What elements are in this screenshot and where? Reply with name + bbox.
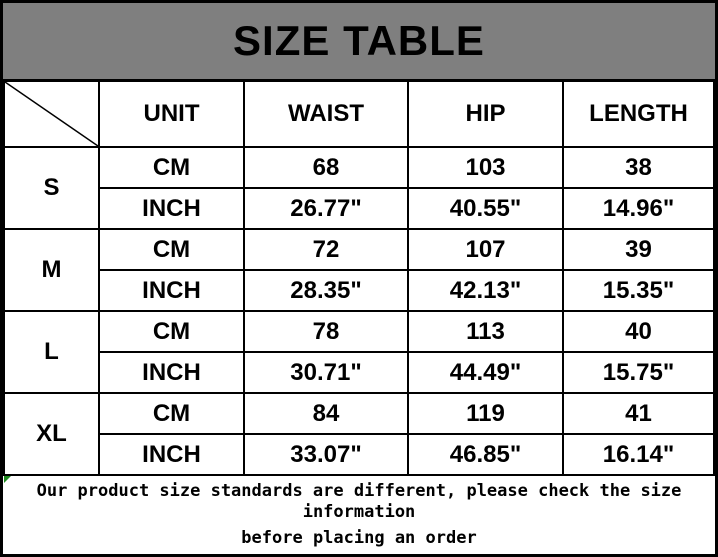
size-label-xl: XL <box>3 392 100 476</box>
value-l-inch-waist: 30.71" <box>243 351 409 394</box>
row-xl-inch: INCH 33.07" 46.85" 16.14" <box>4 433 715 476</box>
row-m-inch: INCH 28.35" 42.13" 15.35" <box>4 269 715 312</box>
value-m-cm-hip: 107 <box>407 228 564 271</box>
row-l-inch: INCH 30.71" 44.49" 15.75" <box>4 351 715 394</box>
column-header-hip: HIP <box>407 80 564 148</box>
title-band: SIZE TABLE <box>3 3 715 80</box>
value-l-cm-hip: 113 <box>407 310 564 353</box>
value-l-inch-length: 15.75" <box>562 351 715 394</box>
value-xl-inch-hip: 46.85" <box>407 433 564 476</box>
column-header-waist: WAIST <box>243 80 409 148</box>
value-xl-cm-length: 41 <box>562 392 715 435</box>
row-m-cm: M CM 72 107 39 <box>3 228 715 312</box>
row-s-inch: INCH 26.77" 40.55" 14.96" <box>4 187 715 230</box>
size-label-m: M <box>3 228 100 312</box>
value-l-cm-length: 40 <box>562 310 715 353</box>
value-xl-inch-length: 16.14" <box>562 433 715 476</box>
value-s-inch-hip: 40.55" <box>407 187 564 230</box>
value-m-inch-hip: 42.13" <box>407 269 564 312</box>
cell-corner-marker-icon <box>4 476 11 483</box>
column-header-length: LENGTH <box>562 80 715 148</box>
value-s-cm-waist: 68 <box>243 146 409 189</box>
value-l-cm-waist: 78 <box>243 310 409 353</box>
row-s-cm: S CM 68 103 38 <box>3 146 715 230</box>
unit-label-cm: CM <box>98 310 245 353</box>
unit-label-cm: CM <box>98 146 245 189</box>
unit-label-inch: INCH <box>98 269 245 312</box>
value-m-inch-length: 15.35" <box>562 269 715 312</box>
value-xl-cm-hip: 119 <box>407 392 564 435</box>
unit-label-inch: INCH <box>98 433 245 476</box>
unit-label-cm: CM <box>98 392 245 435</box>
footer-note-line1: Our product size standards are different… <box>36 480 682 522</box>
unit-label-inch: INCH <box>98 351 245 394</box>
value-l-inch-hip: 44.49" <box>407 351 564 394</box>
row-xl-cm: XL CM 84 119 41 <box>3 392 715 476</box>
value-m-cm-length: 39 <box>562 228 715 271</box>
value-xl-inch-waist: 33.07" <box>243 433 409 476</box>
value-s-inch-waist: 26.77" <box>243 187 409 230</box>
value-s-inch-length: 14.96" <box>562 187 715 230</box>
row-l-cm: L CM 78 113 40 <box>3 310 715 394</box>
value-m-cm-waist: 72 <box>243 228 409 271</box>
value-m-inch-waist: 28.35" <box>243 269 409 312</box>
footer-note-line2: before placing an order <box>241 528 477 549</box>
header-row: UNIT WAIST HIP LENGTH <box>3 80 715 148</box>
page-title: SIZE TABLE <box>233 17 485 64</box>
diagonal-corner-cell <box>3 80 100 148</box>
unit-label-cm: CM <box>98 228 245 271</box>
value-xl-cm-waist: 84 <box>243 392 409 435</box>
unit-label-inch: INCH <box>98 187 245 230</box>
column-header-unit: UNIT <box>98 80 245 148</box>
size-table: UNIT WAIST HIP LENGTH S CM 68 103 38 INC… <box>3 80 715 476</box>
value-s-cm-hip: 103 <box>407 146 564 189</box>
diagonal-line <box>5 82 98 146</box>
size-label-l: L <box>3 310 100 394</box>
value-s-cm-length: 38 <box>562 146 715 189</box>
size-label-s: S <box>3 146 100 230</box>
footer-note: Our product size standards are different… <box>3 476 715 554</box>
